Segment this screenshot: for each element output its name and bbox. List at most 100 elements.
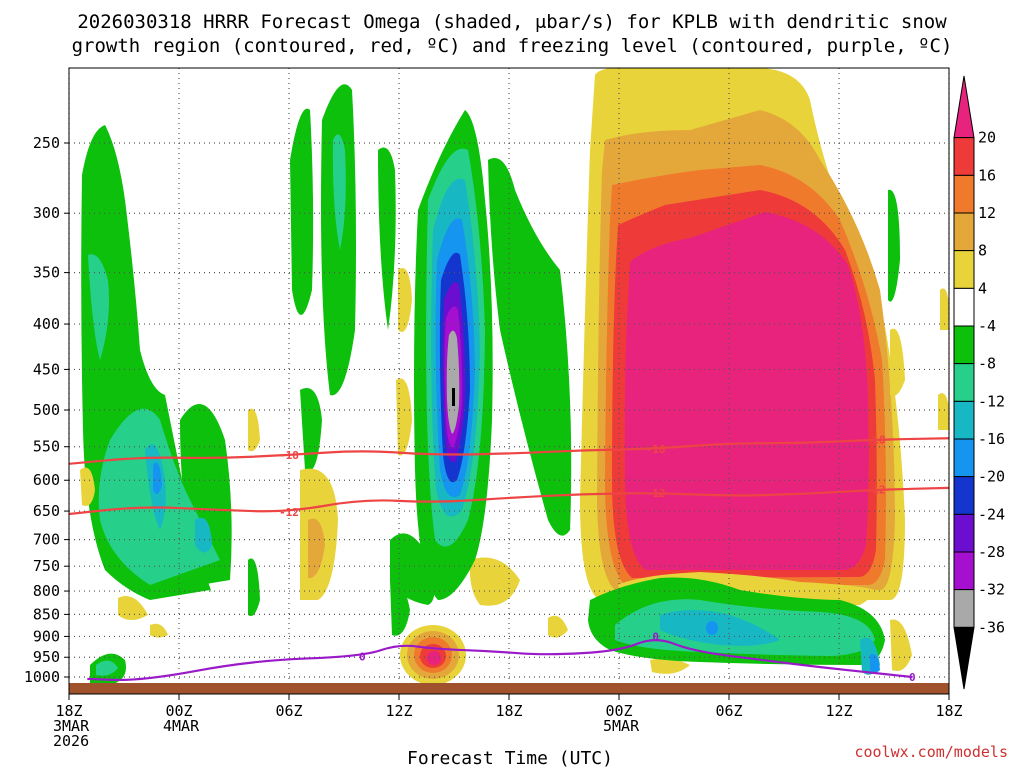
colorbar-tick-label: -28 xyxy=(978,543,1005,561)
omega-contour-8 xyxy=(308,518,325,579)
y-tick-label: 250 xyxy=(33,134,60,152)
omega-contour-4 xyxy=(398,268,412,332)
omega-contour-neg12 xyxy=(660,610,780,646)
omega-contour-neg4 xyxy=(248,558,260,616)
isotherm-label: -18 xyxy=(646,443,666,456)
omega-shading xyxy=(80,68,949,685)
colorbar-tick-label: 4 xyxy=(978,279,987,297)
colorbar-swatch xyxy=(953,363,975,402)
colorbar-tick-label: -36 xyxy=(978,618,1005,636)
gridlines xyxy=(68,68,950,694)
colorbar-tick-label: 12 xyxy=(978,204,996,222)
x-tick-label: 12Z xyxy=(825,702,852,720)
colorbar-swatch xyxy=(953,75,975,139)
colorbar-tick-label: -32 xyxy=(978,581,1005,599)
colorbar-tick-label: 16 xyxy=(978,166,996,184)
y-tick-label: 500 xyxy=(33,401,60,419)
omega-contour-4 xyxy=(548,615,568,638)
omega-contour-4 xyxy=(80,467,95,506)
x-tick-label: 18Z xyxy=(935,702,962,720)
omega-contour-4 xyxy=(890,328,905,396)
omega-contour-neg12 xyxy=(195,517,212,553)
omega-contour-neg16 xyxy=(153,462,162,494)
omega-contour-4 xyxy=(940,288,949,330)
y-tick-label: 650 xyxy=(33,502,60,520)
y-tick-label: 850 xyxy=(33,605,60,623)
omega-contour-4 xyxy=(650,658,690,674)
ascent-left xyxy=(80,125,232,685)
colorbar-tick-label: 8 xyxy=(978,242,987,260)
x-tick-label: 18Z xyxy=(495,702,522,720)
colorbar-tick-label: -24 xyxy=(978,505,1005,523)
omega-contour-neg4 xyxy=(390,578,410,636)
y-axis: 250 300 350 400 450 500 550 600 650 700 750 800 850 9… xyxy=(24,134,69,686)
x-tick-label: 06Z xyxy=(275,702,302,720)
scattered-cells xyxy=(118,84,949,674)
omega-contour-4 xyxy=(890,619,912,671)
colorbar: 20 16 12 8 4 -4 -8 -12 -16 -20 -24 -28 -32 -36 xyxy=(953,75,1005,690)
omega-contour-neg8 xyxy=(96,660,118,676)
omega-contour-neg16 xyxy=(706,621,718,635)
chart-title-line-1: 2026030318 HRRR Forecast Omega (shaded, … xyxy=(77,11,947,33)
omega-contour-neg32 xyxy=(446,330,460,434)
colorbar-swatch xyxy=(953,212,975,252)
colorbar-swatch xyxy=(953,287,975,327)
omega-contour-4 xyxy=(150,623,168,638)
descent-region xyxy=(580,68,905,600)
colorbar-swatch xyxy=(953,137,975,176)
x-tick-label: 5MAR xyxy=(603,717,640,735)
low-level-ascent-band xyxy=(588,572,885,675)
y-tick-label: 550 xyxy=(33,438,60,456)
colorbar-swatch xyxy=(953,513,975,553)
omega-contour-4 xyxy=(248,408,260,452)
isotherm-label: -12 xyxy=(279,506,299,519)
colorbar-tick-label: -12 xyxy=(978,392,1005,410)
colorbar-swatch xyxy=(953,250,975,289)
isotherm-label: -18 xyxy=(866,434,886,447)
x-tick-label: 2026 xyxy=(53,732,89,750)
y-tick-label: 950 xyxy=(33,648,60,666)
ground-surface xyxy=(69,683,949,694)
x-tick-label: 06Z xyxy=(715,702,742,720)
omega-contour-neg16 xyxy=(870,654,880,673)
x-tick-label: 00Z xyxy=(165,702,192,720)
colorbar-swatch xyxy=(953,551,975,591)
omega-contour-4 xyxy=(396,378,412,456)
y-tick-label: 750 xyxy=(33,557,60,575)
omega-contour-neg4 xyxy=(290,108,314,315)
x-tick-label: 18Z xyxy=(55,702,82,720)
x-axis-label: Forecast Time (UTC) xyxy=(407,748,613,768)
x-tick-label: 00Z xyxy=(605,702,632,720)
isotherm-line xyxy=(87,638,913,682)
colorbar-tick-label: -20 xyxy=(978,468,1005,486)
isotherm-label: 0 xyxy=(359,650,366,663)
chart-title-line-2: growth region (contoured, red, ºC) and f… xyxy=(72,35,953,57)
omega-contour-neg8 xyxy=(332,134,346,250)
omega-contour-neg4 xyxy=(300,388,322,472)
colorbar-swatch xyxy=(953,626,975,690)
low-level-descent-cell xyxy=(400,625,466,685)
y-tick-label: 1000 xyxy=(24,668,60,686)
omega-contour-neg4 xyxy=(888,189,900,302)
isotherm-label: 0 xyxy=(652,630,659,643)
isotherm-contours: -18 -18 -18 -12 -12 -12 0 0 0 xyxy=(69,434,949,684)
y-tick-label: 350 xyxy=(33,264,60,282)
x-tick-label: 12Z xyxy=(385,702,412,720)
isotherm-label: 0 xyxy=(909,671,916,684)
y-tick-label: 300 xyxy=(33,204,60,222)
omega-contour-4 xyxy=(469,557,520,606)
omega-contour-20 xyxy=(624,212,869,570)
colorbar-swatch xyxy=(953,476,975,515)
colorbar-swatch xyxy=(953,438,975,478)
credit-link[interactable]: coolwx.com/models xyxy=(854,743,1008,761)
x-tick-label: 3MAR xyxy=(53,717,90,735)
y-tick-label: 400 xyxy=(33,315,60,333)
isotherm-line xyxy=(69,437,949,465)
colorbar-swatch xyxy=(953,174,975,214)
omega-contour-4 xyxy=(938,393,949,430)
y-tick-label: 800 xyxy=(33,582,60,600)
isotherm-label: -12 xyxy=(646,487,666,500)
omega-contour-neg36 xyxy=(452,388,455,406)
